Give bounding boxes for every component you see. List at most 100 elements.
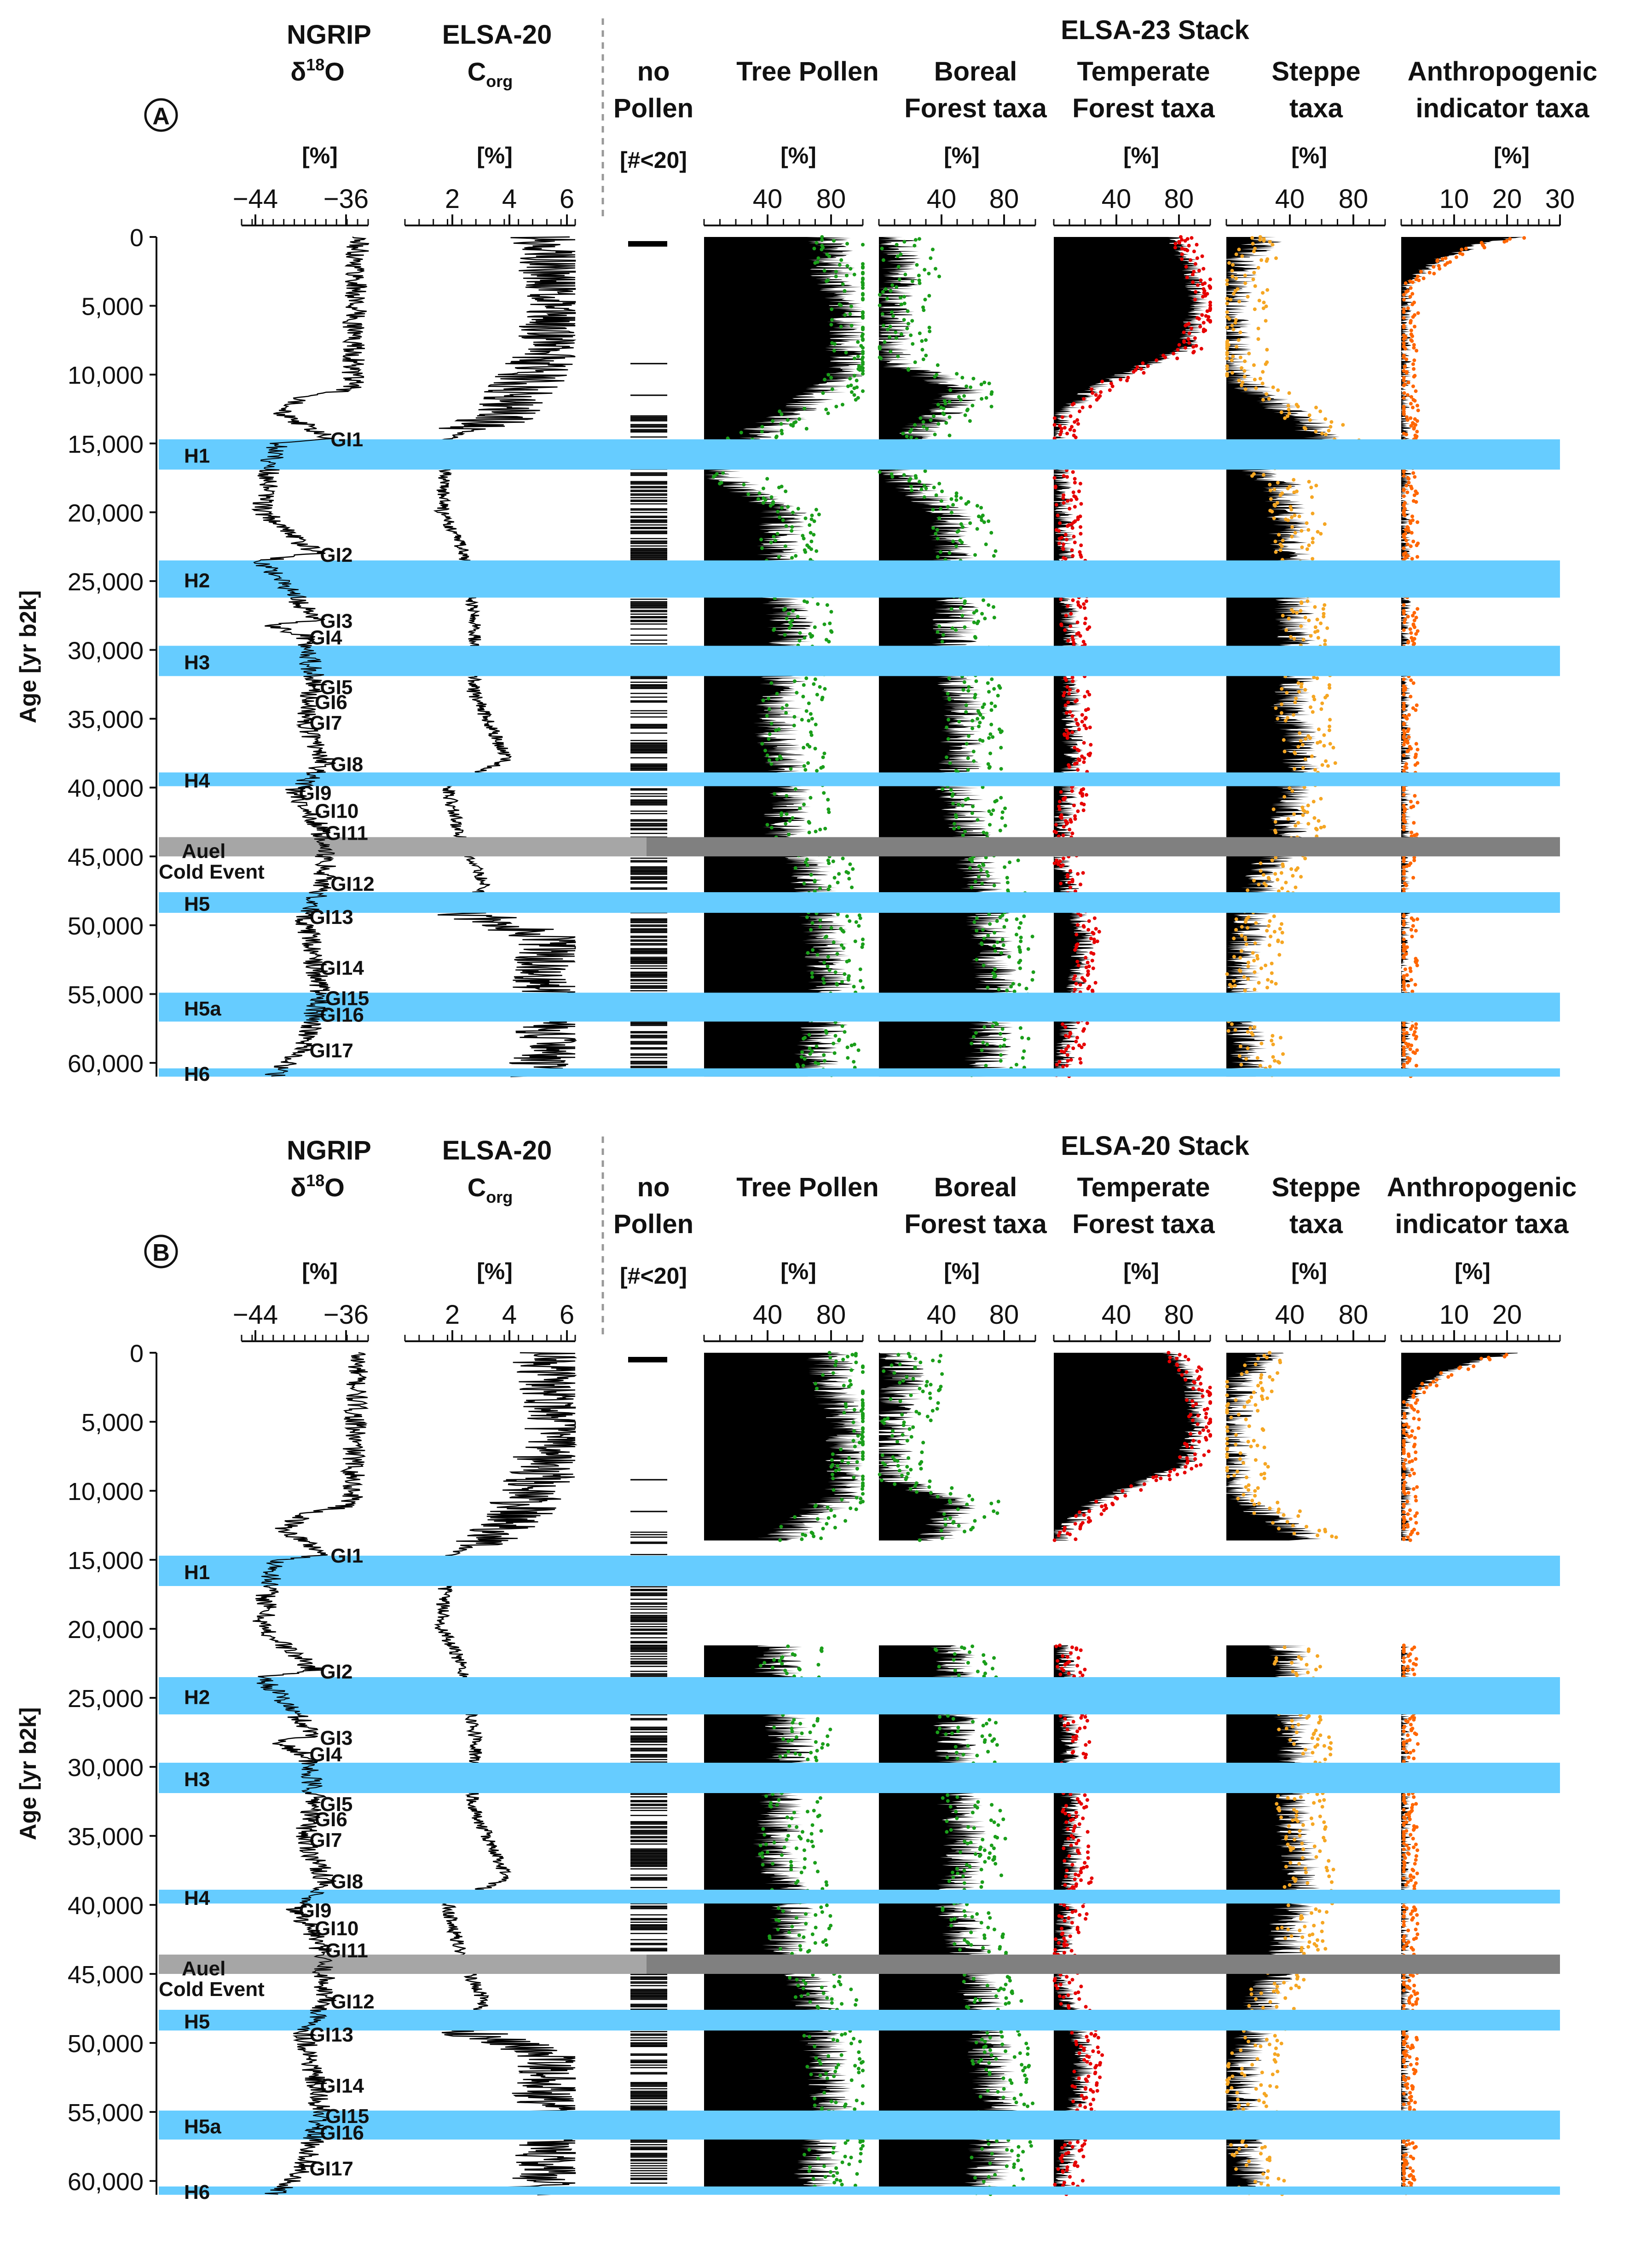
temperate-point [1074, 1884, 1078, 1888]
tree-pollen-point [852, 1408, 856, 1412]
tree-pollen-point [861, 242, 865, 247]
steppe-point [1231, 328, 1236, 332]
tree-pollen-point [814, 549, 819, 553]
boreal-point [892, 1371, 896, 1375]
anthro-point [1412, 855, 1416, 860]
steppe-point [1237, 300, 1242, 304]
boreal-point [971, 1719, 975, 1724]
y-tick-label: 0 [130, 1340, 144, 1367]
tree-pollen-point [765, 823, 769, 827]
temperate-point [1167, 1351, 1171, 1355]
boreal-point [954, 544, 958, 548]
tree-pollen-point [815, 1517, 820, 1521]
temperate-point [1077, 749, 1081, 753]
temperate-point [1074, 2042, 1079, 2047]
tree-unit: [%] [780, 1258, 816, 1284]
temperate-point [1182, 340, 1186, 344]
temperate-point [1071, 490, 1075, 494]
boreal-point [937, 1388, 941, 1392]
tree-pollen-point [780, 1661, 784, 1666]
tree-pollen-point [857, 913, 861, 917]
anthro-point [1413, 1051, 1417, 1055]
tree-pollen-point [774, 435, 778, 439]
boreal-point [954, 491, 959, 496]
boreal-point [918, 1361, 923, 1364]
temperate-point [1080, 405, 1085, 410]
steppe-point [1268, 919, 1272, 923]
tree-pollen-point [809, 796, 813, 800]
anthro-point [1409, 321, 1413, 325]
tree-pollen-point [809, 2072, 813, 2077]
boreal-point [993, 930, 997, 935]
tree-pollen-point [800, 1537, 804, 1541]
boreal-point [878, 293, 882, 297]
boreal-point [987, 766, 991, 770]
boreal-point [888, 324, 892, 329]
anthro-point [1402, 1065, 1406, 1069]
anthro-point [1414, 1063, 1418, 1067]
temperate-point [1072, 640, 1076, 645]
boreal-point [1004, 1983, 1008, 1987]
boreal-point [992, 1656, 996, 1660]
temperate-point [1070, 789, 1074, 793]
tree-pollen-point [854, 920, 858, 924]
boreal-point [927, 294, 931, 298]
tree-pollen-point [821, 1527, 825, 1531]
tree-pollen-point [770, 1666, 774, 1670]
boreal-point [983, 617, 987, 621]
temperate-point [1093, 2065, 1097, 2070]
temperate-point [1190, 1399, 1194, 1403]
tree-pollen-point [782, 608, 786, 612]
tree-pollen-point [816, 1869, 820, 1874]
tree-pollen-point [802, 802, 806, 807]
tree-pollen-point [798, 1667, 802, 1672]
boreal-point [944, 1732, 948, 1736]
boreal-point [982, 520, 986, 524]
tree-pollen-point [834, 2166, 838, 2170]
temperate-point [1076, 722, 1080, 727]
boreal-point [963, 830, 967, 834]
interstadial-label: GI3 [320, 610, 352, 633]
tree-pollen-point [840, 2002, 844, 2006]
tree-pollen-point [787, 1930, 791, 1934]
temperate-point [1062, 1936, 1066, 1940]
boreal-point [1022, 1049, 1026, 1053]
temperate-point [1070, 1863, 1074, 1867]
temperate-point [1200, 1388, 1204, 1392]
boreal-point [980, 611, 984, 616]
boreal-point [913, 1484, 917, 1488]
temperate-point [1078, 1726, 1082, 1731]
tree-pollen-point [859, 1500, 863, 1505]
boreal-point [1005, 881, 1010, 885]
temperate-point [1054, 831, 1058, 835]
boreal-point [981, 1946, 985, 1950]
anthro-tick-label: 10 [1439, 1300, 1469, 1330]
tree-pollen-point [775, 532, 780, 536]
anthro-point [1406, 741, 1410, 745]
tree-pollen-point [789, 1860, 793, 1864]
boreal-point [969, 1930, 973, 1934]
boreal-point [975, 929, 979, 933]
boreal-point [975, 609, 979, 613]
temperate-point [1090, 1876, 1094, 1881]
tree-pollen-point [849, 390, 854, 394]
temperate-point [1086, 960, 1090, 964]
boreal-point [992, 944, 996, 948]
steppe-point [1286, 817, 1290, 821]
tree-pollen-point [852, 1060, 856, 1064]
temperate-point [1191, 1419, 1195, 1422]
temperate-point [1073, 1877, 1077, 1881]
boreal-point [1004, 2002, 1008, 2006]
boreal-point [970, 2156, 974, 2159]
steppe-point [1317, 819, 1321, 823]
steppe-point [1256, 266, 1260, 270]
boreal-point [977, 2060, 981, 2064]
temperate-point [1063, 1526, 1067, 1530]
steppe-point [1322, 825, 1326, 829]
steppe-point [1322, 615, 1326, 619]
anthro-title-1: Anthropogenic [1387, 1172, 1577, 1202]
anthro-point [1454, 255, 1458, 259]
temperate-point [1073, 817, 1077, 821]
tree-pollen-point [778, 1538, 782, 1542]
steppe-point [1283, 416, 1287, 420]
